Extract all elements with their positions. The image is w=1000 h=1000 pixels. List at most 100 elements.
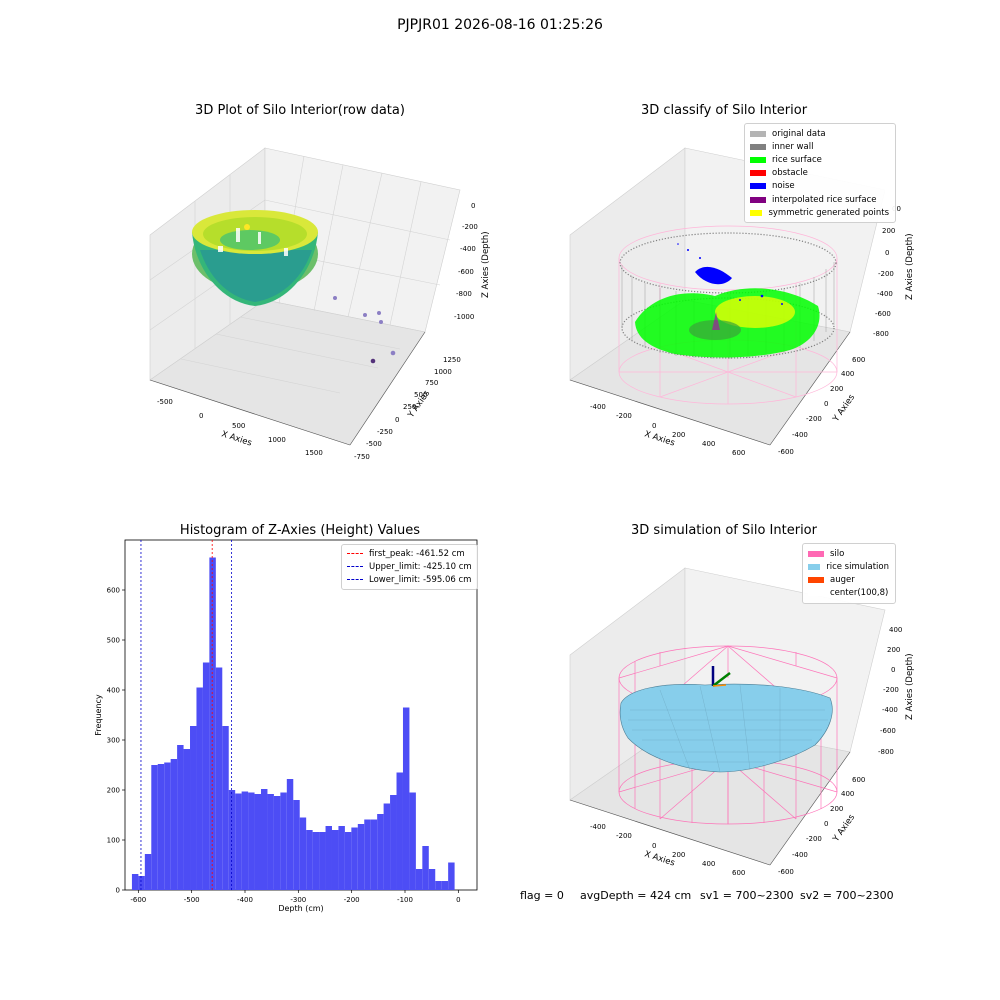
histogram-bar — [402, 707, 410, 890]
sim-zlabel: Z Axies (Depth) — [905, 653, 915, 720]
sim-ztick: 400 — [889, 626, 902, 634]
legend-label: original data — [772, 128, 826, 139]
raw-ytick: -750 — [354, 453, 370, 461]
raw-ytick: 1000 — [434, 368, 452, 376]
histogram-bar — [428, 869, 436, 890]
raw-ztick: -400 — [460, 245, 476, 253]
cls-ytick: -600 — [778, 448, 794, 456]
histogram-bar — [351, 827, 358, 890]
classify-3d-plot: -400 -200 0 200 400 600 -600 -400 -200 0… — [569, 147, 915, 457]
cls-ztick: 0 — [885, 249, 889, 257]
legend-swatch — [750, 170, 766, 177]
legend-item: first_peak: -461.52 cm — [347, 547, 472, 560]
sim-xtick: 600 — [732, 869, 745, 877]
legend-swatch — [750, 156, 766, 163]
histogram-bar — [222, 726, 229, 890]
histogram-bar — [209, 557, 216, 890]
histogram-bar — [319, 832, 326, 890]
raw-ztick: 0 — [471, 202, 475, 210]
cls-xtick: 200 — [672, 431, 685, 439]
legend-label: first_peak: -461.52 cm — [369, 548, 465, 559]
histogram-bar — [248, 792, 255, 890]
sim-ytick: 600 — [852, 776, 865, 784]
legend-label: silo — [830, 548, 845, 559]
legend-label: rice simulation — [826, 561, 889, 572]
histogram-bar — [299, 817, 307, 890]
legend-label: symmetric generated points — [768, 207, 889, 218]
sim-ytick: 0 — [824, 820, 828, 828]
legend-item: Lower_limit: -595.06 cm — [347, 573, 472, 586]
histogram-chart: -600 -500 -400 -300 -200 -100 0 0 100 200 300 400 50… — [94, 539, 478, 913]
cls-ytick: -200 — [806, 415, 822, 423]
legend-item: rice simulation — [808, 560, 889, 573]
cls-zlabel: Z Axies (Depth) — [905, 233, 915, 300]
histogram-bar — [422, 846, 429, 890]
histogram-bar — [267, 794, 274, 890]
classify-legend: original data inner wall rice surface ob… — [744, 123, 896, 224]
histogram-bar — [293, 800, 300, 890]
histogram-bar — [331, 830, 339, 890]
legend-item: obstacle — [750, 167, 889, 180]
legend-swatch — [750, 209, 763, 216]
legend-line — [347, 566, 363, 568]
histogram-xlabel: Depth (cm) — [278, 904, 323, 913]
histogram-bar — [344, 832, 352, 890]
y-tick-label: 200 — [107, 787, 120, 795]
cls-ztick: -600 — [875, 310, 891, 318]
x-tick-label: 0 — [456, 896, 460, 904]
x-tick-label: -600 — [130, 896, 146, 904]
histogram-bar — [177, 745, 184, 890]
histogram-bar — [364, 819, 371, 890]
simulation-plot-title: 3D simulation of Silo Interior — [631, 523, 817, 538]
histogram-bar — [312, 832, 320, 890]
cls-xtick: 0 — [652, 422, 656, 430]
legend-item: inner wall — [750, 140, 889, 153]
figure-title: PJPJR01 2026-08-16 01:25:26 — [397, 17, 603, 33]
raw-ztick: -600 — [458, 268, 474, 276]
simulation-3d-plot: -400 -200 0 200 400 600 -600 -400 -200 0… — [569, 567, 915, 877]
sim-xtick: -200 — [616, 832, 632, 840]
sim-ztick: -600 — [880, 727, 896, 735]
histogram-bar — [448, 862, 455, 890]
histogram-bar — [164, 762, 171, 890]
legend-swatch — [750, 196, 766, 203]
legend-item: Upper_limit: -425.10 cm — [347, 560, 472, 573]
cls-xtick: 600 — [732, 449, 745, 457]
legend-swatch — [808, 563, 821, 570]
histogram-legend: first_peak: -461.52 cm Upper_limit: -425… — [341, 544, 478, 590]
y-tick-label: 100 — [107, 837, 120, 845]
sim-ztick: -400 — [882, 706, 898, 714]
legend-item: silo — [808, 547, 889, 560]
cls-xtick: 400 — [702, 440, 715, 448]
histogram-bar — [325, 826, 332, 890]
y-tick-label: 300 — [107, 737, 120, 745]
raw-xtick: 500 — [232, 422, 245, 430]
legend-swatch — [750, 130, 766, 137]
sim-ztick: 200 — [887, 646, 900, 654]
y-tick-label: 500 — [107, 637, 120, 645]
histogram-bar — [151, 765, 158, 890]
raw-plot-title: 3D Plot of Silo Interior(row data) — [195, 103, 405, 118]
sim-ztick: -200 — [883, 686, 899, 694]
legend-item: noise — [750, 180, 889, 193]
legend-item: auger — [808, 573, 889, 586]
histogram-bar — [357, 824, 365, 890]
raw-ytick: -500 — [366, 440, 382, 448]
histogram-title: Histogram of Z-Axies (Height) Values — [179, 523, 421, 538]
y-tick-label: 0 — [116, 887, 120, 895]
histogram-bar — [261, 789, 268, 890]
sim-xtick: 0 — [652, 842, 656, 850]
histogram-bar — [138, 876, 145, 890]
raw-xtick: 1000 — [268, 436, 286, 444]
histogram-bar — [215, 667, 223, 890]
status-avg-depth: avgDepth = 424 cm — [580, 889, 692, 902]
sim-ytick: -400 — [792, 851, 808, 859]
sim-ytick: -600 — [778, 868, 794, 876]
status-sv2: sv2 = 700~2300 — [800, 889, 894, 902]
legend-swatch — [750, 143, 766, 150]
x-tick-label: -200 — [344, 896, 360, 904]
raw-ytick: 0 — [395, 416, 399, 424]
legend-line — [347, 579, 363, 581]
legend-item: original data — [750, 127, 889, 140]
x-tick-label: -400 — [237, 896, 253, 904]
